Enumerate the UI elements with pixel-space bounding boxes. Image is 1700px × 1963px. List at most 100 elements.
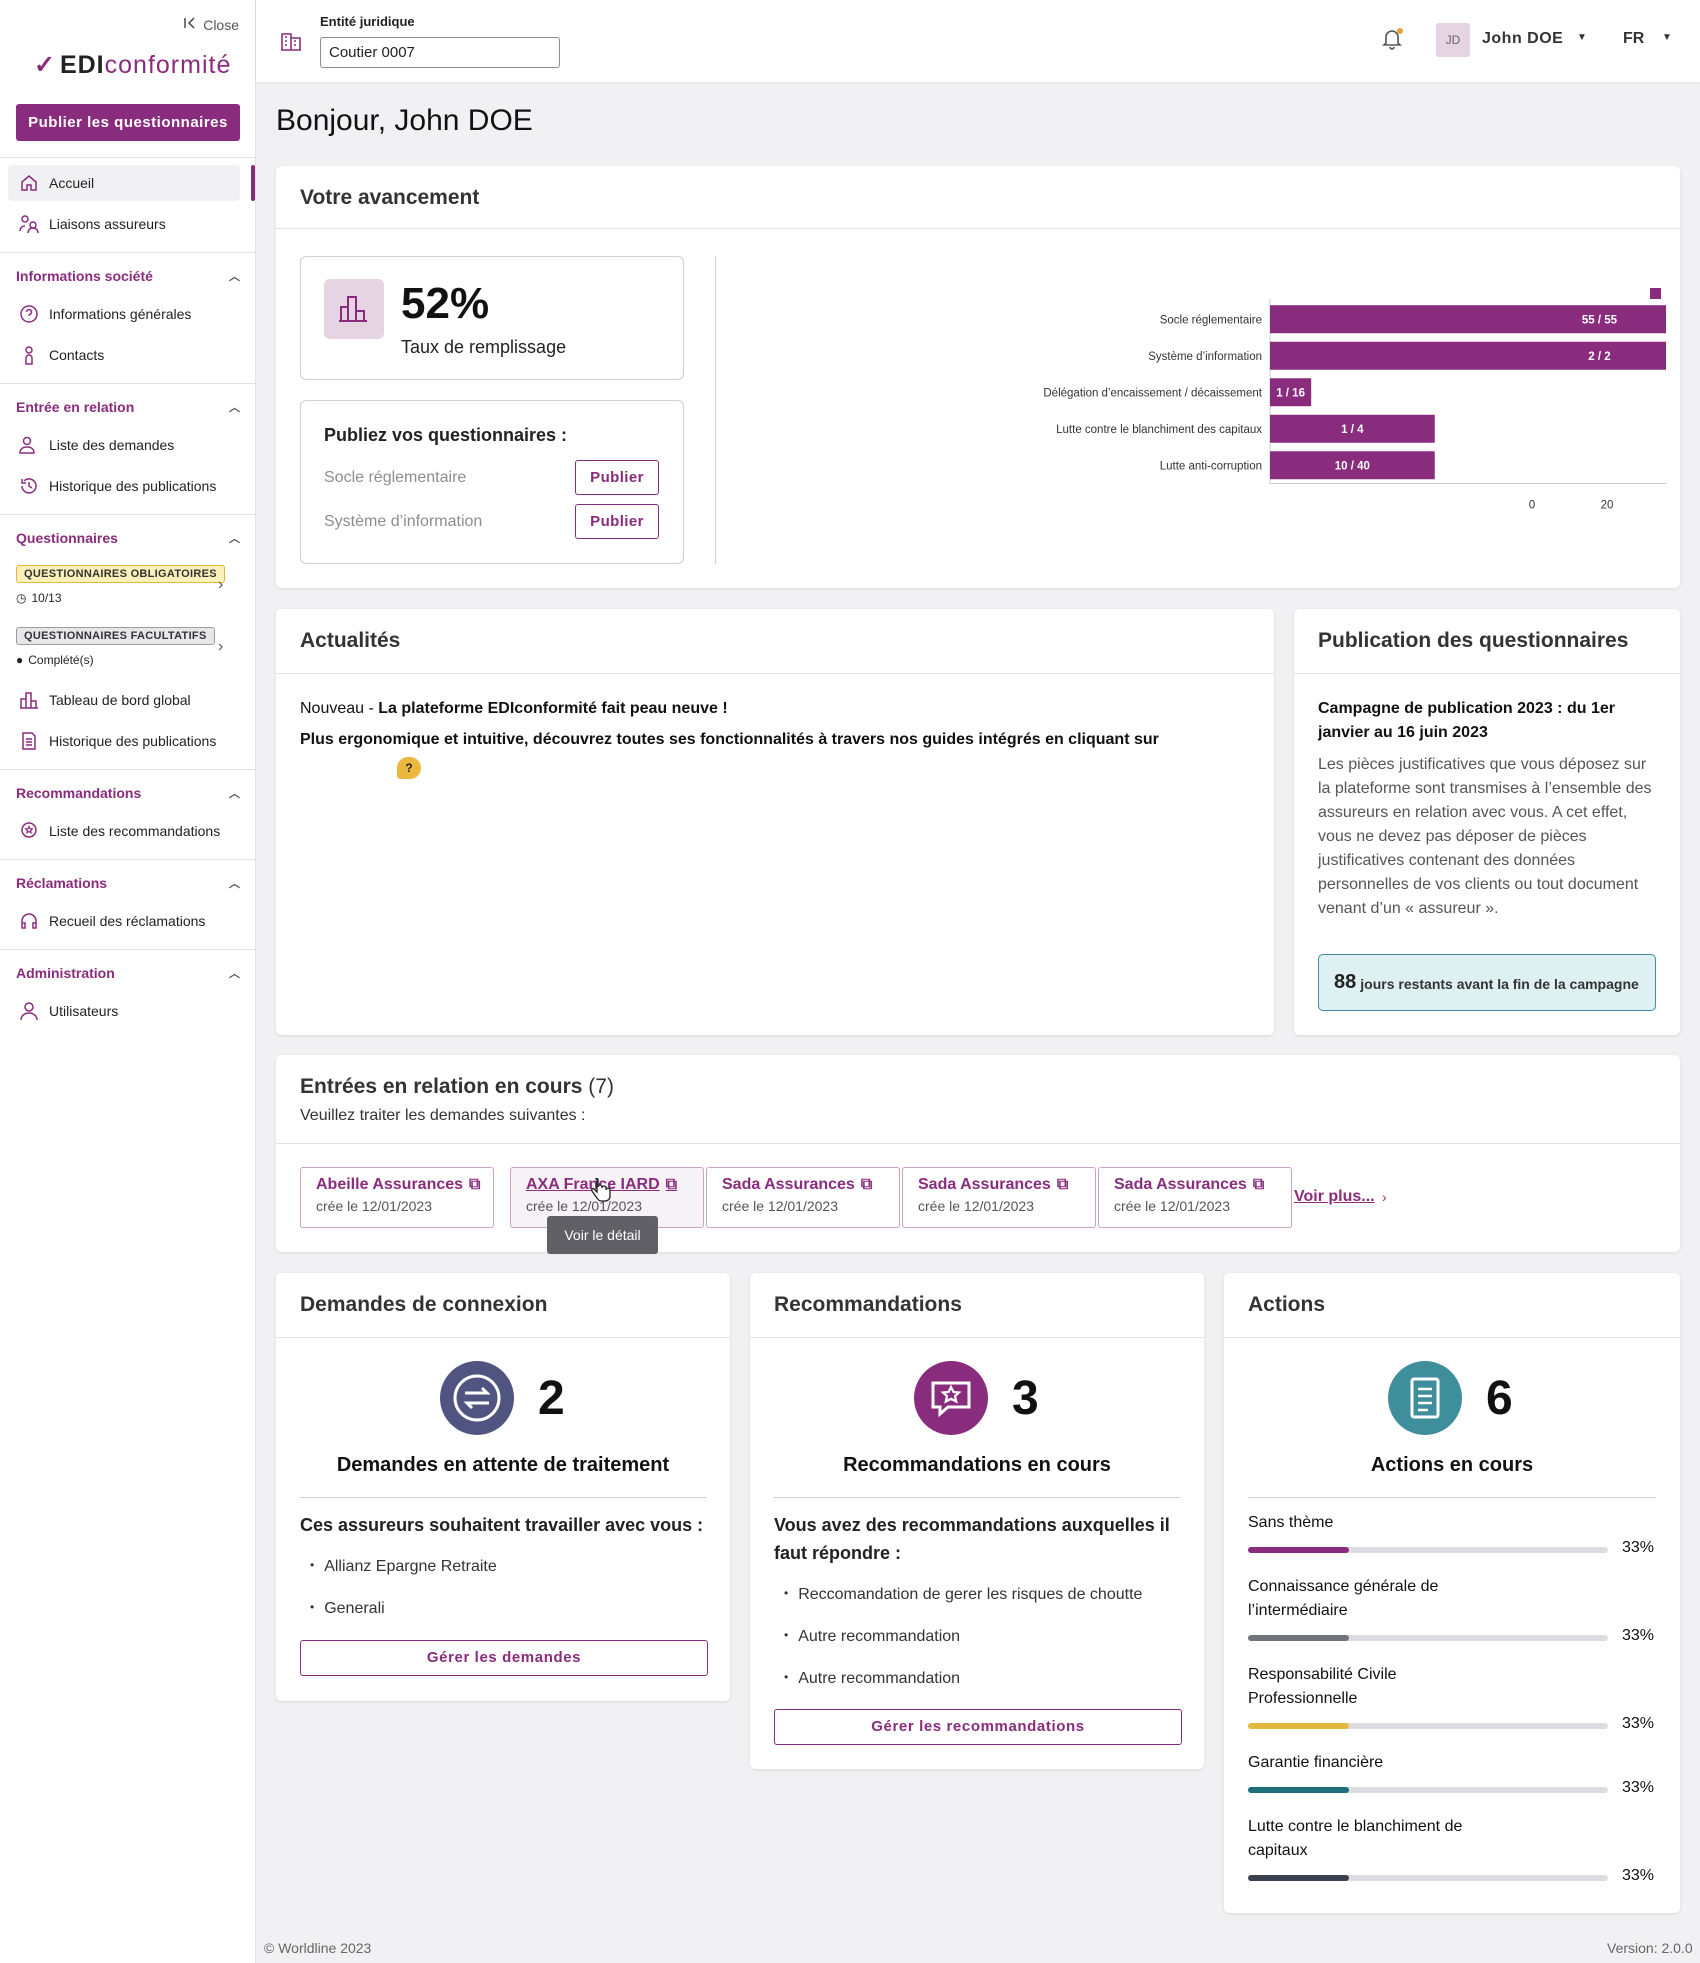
external-link-icon: ⧉ xyxy=(469,1176,481,1193)
sidebar-item-label: Tableau de bord global xyxy=(49,692,191,708)
sidebar-item-label: Historique des publications xyxy=(49,733,217,749)
list-item: • Allianz Epargne Retraite xyxy=(310,1558,497,1575)
list-item: • Generali xyxy=(310,1600,385,1617)
category-label: Lutte anti-corruption xyxy=(1160,460,1262,472)
connexion-title: Demandes de connexion xyxy=(300,1293,548,1316)
divider xyxy=(300,1497,706,1498)
publish-questionnaires-button[interactable]: Publier les questionnaires xyxy=(16,104,240,141)
entree-name-link[interactable]: AXA France IARD ⧉ xyxy=(526,1176,688,1194)
section-informations-societe[interactable]: Informations société ︿ xyxy=(16,268,240,284)
publish-title: Publiez vos questionnaires : xyxy=(324,425,568,445)
publish-socle-button[interactable]: Publier xyxy=(575,460,659,495)
x-tick-label: 0 xyxy=(1529,500,1535,512)
optional-status-value: Complété(s) xyxy=(28,653,94,667)
divider xyxy=(276,228,1680,229)
section-administration[interactable]: Administration ︿ xyxy=(16,965,240,981)
hand-cursor-icon xyxy=(590,1177,612,1208)
bell-icon[interactable] xyxy=(1382,28,1402,54)
sidebar-item-contacts[interactable]: Contacts xyxy=(8,337,240,373)
entree-name-link[interactable]: Sada Assurances ⧉ xyxy=(918,1176,1080,1194)
category-label: Lutte contre le blanchiment des capitaux xyxy=(1056,424,1262,436)
list-item: • Reccomandation de gerer les risques de … xyxy=(784,1586,1143,1603)
entree-card[interactable]: Sada Assurances ⧉ crée le 12/01/2023 xyxy=(902,1167,1096,1228)
people-link-icon xyxy=(19,215,39,234)
sidebar-item-historique-publications-2[interactable]: Historique des publications xyxy=(8,723,240,759)
see-more-link[interactable]: Voir plus... xyxy=(1294,1188,1375,1205)
divider xyxy=(0,157,256,158)
sidebar-item-tableau-de-bord[interactable]: Tableau de bord global xyxy=(8,682,240,718)
person-icon xyxy=(25,346,33,365)
news-prefix: Nouveau - xyxy=(300,700,379,717)
caret-down-icon[interactable]: ▼ xyxy=(1662,32,1672,43)
entree-card[interactable]: Sada Assurances ⧉ crée le 12/01/2023 xyxy=(706,1167,900,1228)
section-reclamations[interactable]: Réclamations ︿ xyxy=(16,875,240,891)
news-headline: Nouveau - La plateforme EDIconformité fa… xyxy=(300,700,728,718)
sidebar-item-liaisons[interactable]: Liaisons assureurs xyxy=(8,206,240,242)
action-progress-track xyxy=(1248,1635,1608,1641)
bar xyxy=(1270,378,1312,407)
help-guide-icon[interactable]: ? xyxy=(397,757,421,779)
entree-name: AXA France IARD xyxy=(526,1176,660,1193)
divider xyxy=(1294,673,1680,674)
sidebar-item-recueil-reclamations[interactable]: Recueil des réclamations xyxy=(8,903,240,939)
connexion-label: Demandes en attente de traitement xyxy=(336,1454,670,1476)
sidebar-item-label: Accueil xyxy=(49,175,95,191)
section-questionnaires[interactable]: Questionnaires ︿ xyxy=(16,530,240,546)
publish-box: Publiez vos questionnaires : Socle régle… xyxy=(300,400,684,564)
manage-recommendations-button[interactable]: Gérer les recommandations xyxy=(774,1709,1182,1745)
sidebar-item-historique-publications[interactable]: Historique des publications xyxy=(8,468,240,504)
caret-down-icon[interactable]: ▼ xyxy=(1577,32,1587,43)
sidebar-item-utilisateurs[interactable]: Utilisateurs xyxy=(8,993,240,1029)
entree-date: crée le 12/01/2023 xyxy=(526,1198,642,1214)
avatar[interactable]: JD xyxy=(1436,23,1470,57)
entity-select[interactable] xyxy=(320,37,560,68)
action-progress-fill xyxy=(1248,1723,1349,1729)
sidebar-item-liste-demandes[interactable]: Liste des demandes xyxy=(8,427,240,463)
days-remaining-count: 88 xyxy=(1334,971,1357,993)
sidebar: Close ✓ EDIconformité Publier les questio… xyxy=(0,0,256,1963)
person-add-icon xyxy=(19,436,35,454)
section-recommandations[interactable]: Recommandations ︿ xyxy=(16,785,240,801)
check-logo-icon: ✓ xyxy=(34,51,56,79)
language-selector[interactable]: FR xyxy=(1623,30,1645,47)
bar xyxy=(1270,414,1435,443)
user-name[interactable]: John DOE xyxy=(1482,30,1564,47)
entree-name-link[interactable]: Abeille Assurances ⧉ xyxy=(316,1176,481,1194)
user-icon xyxy=(20,1002,38,1021)
chevron-right-icon[interactable]: › xyxy=(218,576,224,593)
entree-name-link[interactable]: Sada Assurances ⧉ xyxy=(1114,1176,1276,1194)
sidebar-item-liste-recommandations[interactable]: Liste des recommandations xyxy=(8,813,240,849)
close-sidebar-button[interactable]: Close xyxy=(183,16,239,33)
section-label: Réclamations xyxy=(16,875,108,891)
manage-requests-button[interactable]: Gérer les demandes xyxy=(300,1640,708,1676)
chevron-right-icon[interactable]: › xyxy=(1382,1189,1387,1205)
clock-icon: ◷ xyxy=(16,591,27,605)
tooltip: Voir le détail xyxy=(547,1216,658,1254)
action-progress-fill xyxy=(1248,1875,1349,1881)
sidebar-item-informations-generales[interactable]: Informations générales xyxy=(8,296,240,332)
mandatory-questionnaires-tag[interactable]: QUESTIONNAIRES OBLIGATOIRES xyxy=(16,565,225,583)
progress-title: Votre avancement xyxy=(300,186,480,209)
entree-name-link[interactable]: Sada Assurances ⧉ xyxy=(722,1176,884,1194)
publish-row-label: Socle réglementaire xyxy=(324,469,467,486)
publish-si-button[interactable]: Publier xyxy=(575,504,659,539)
bar-chart-icon xyxy=(20,692,38,709)
sidebar-item-label: Liste des demandes xyxy=(49,437,175,453)
section-entree-en-relation[interactable]: Entrée en relation ︿ xyxy=(16,399,240,415)
publication-title: Publication des questionnaires xyxy=(1318,629,1629,652)
entree-card[interactable]: Sada Assurances ⧉ crée le 12/01/2023 xyxy=(1098,1167,1292,1228)
sidebar-item-accueil[interactable]: Accueil xyxy=(8,165,240,201)
external-link-icon: ⧉ xyxy=(1252,1176,1265,1193)
publication-card: Publication des questionnaires Campagne … xyxy=(1294,609,1680,1035)
external-link-icon: ⧉ xyxy=(860,1176,873,1193)
data-label: 1 / 4 xyxy=(1341,424,1364,436)
entree-card[interactable]: Abeille Assurances ⧉ crée le 12/01/2023 xyxy=(300,1167,494,1228)
divider xyxy=(0,859,256,860)
sidebar-item-label: Contacts xyxy=(49,347,105,363)
news-body: Plus ergonomique et intuitive, découvrez… xyxy=(300,731,1159,748)
category-label: Socle réglementaire xyxy=(1160,314,1262,326)
mandatory-count: ◷ 10/13 xyxy=(16,591,62,605)
chevron-right-icon[interactable]: › xyxy=(218,638,224,655)
optional-questionnaires-tag[interactable]: QUESTIONNAIRES FACULTATIFS xyxy=(16,627,215,645)
legend-swatch xyxy=(1650,288,1661,299)
